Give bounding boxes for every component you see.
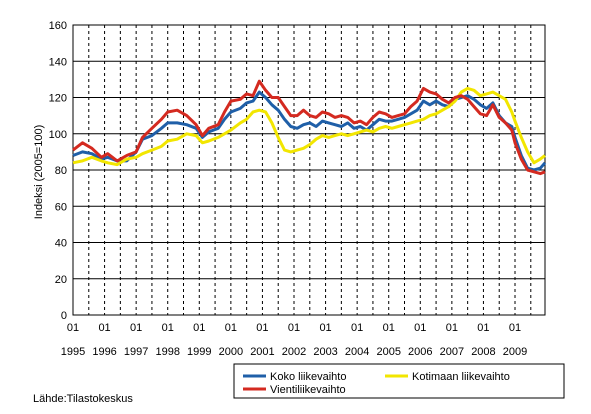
x-tick-year-label: 2009 <box>503 346 527 358</box>
grid <box>73 25 545 315</box>
x-tick-year-label: 2002 <box>282 346 306 358</box>
x-tick-year-label: 2008 <box>471 346 495 358</box>
x-tick-month-label: 01 <box>509 322 521 334</box>
x-tick-month-label: 01 <box>319 322 331 334</box>
x-tick-month-label: 01 <box>383 322 395 334</box>
x-tick-year-label: 2001 <box>250 346 274 358</box>
x-tick-month-label: 01 <box>446 322 458 334</box>
x-tick-month-label: 01 <box>414 322 426 334</box>
y-tick-label: 120 <box>49 93 67 105</box>
x-tick-year-label: 2006 <box>408 346 432 358</box>
y-axis: 0 20 40 60 80 100 120 140 160 <box>49 20 67 322</box>
y-tick-label: 60 <box>55 201 67 213</box>
x-tick-year-label: 2005 <box>376 346 400 358</box>
x-tick-month-label: 01 <box>288 322 300 334</box>
y-tick-label: 40 <box>55 238 67 250</box>
x-tick-year-label: 2000 <box>219 346 243 358</box>
series-line-vientiliikevaihto <box>72 79 546 176</box>
x-tick-month-label: 01 <box>67 322 79 334</box>
x-tick-month-label: 01 <box>130 322 142 334</box>
x-tick-year-label: 1996 <box>92 346 116 358</box>
series-lines <box>72 79 547 176</box>
y-tick-label: 160 <box>49 20 67 32</box>
x-tick-month-label: 01 <box>193 322 205 334</box>
y-tick-label: 0 <box>61 310 67 322</box>
x-tick-year-label: 2007 <box>440 346 464 358</box>
x-tick-year-label: 1999 <box>187 346 211 358</box>
x-tick-year-label: 1995 <box>61 346 85 358</box>
x-tick-year-label: 2004 <box>345 346 369 358</box>
legend-frame <box>233 363 565 399</box>
y-tick-label: 80 <box>55 165 67 177</box>
y-axis-title: Indeksi (2005=100) <box>33 125 45 219</box>
series-line-kotimaan-liikevaihto <box>72 86 546 167</box>
legend: Koko liikevaihto Kotimaan liikevaihto Vi… <box>233 363 565 399</box>
y-tick-label: 20 <box>55 274 67 286</box>
x-tick-month-label: 01 <box>477 322 489 334</box>
x-tick-month-label: 01 <box>351 322 363 334</box>
x-tick-month-label: 01 <box>256 322 268 334</box>
x-tick-year-label: 2003 <box>313 346 337 358</box>
x-tick-year-label: 1997 <box>124 346 148 358</box>
legend-label-koko: Koko liikevaihto <box>270 371 346 383</box>
y-tick-label: 140 <box>49 56 67 68</box>
x-tick-year-label: 1998 <box>155 346 179 358</box>
legend-label-vienti: Vientiliikevaihto <box>270 384 346 396</box>
x-tick-month-label: 01 <box>162 322 174 334</box>
series-line-koko-liikevaihto <box>72 90 547 172</box>
x-axis: 01 1995 01 1996 01 1997 01 1998 01 1999 01 2000 01 20… <box>61 322 527 358</box>
source-note: Lähde:Tilastokeskus <box>33 393 133 405</box>
y-tick-label: 100 <box>49 129 67 141</box>
x-tick-month-label: 01 <box>98 322 110 334</box>
x-tick-month-label: 01 <box>225 322 237 334</box>
legend-label-kotimaan: Kotimaan liikevaihto <box>412 371 510 383</box>
